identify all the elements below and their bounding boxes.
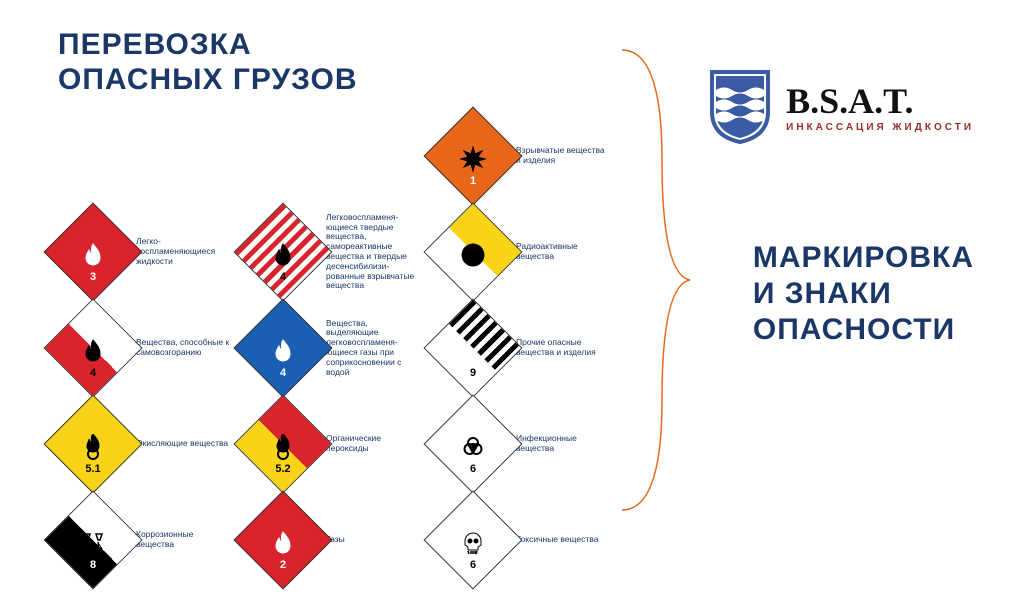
- hazard-class-number: 3: [90, 271, 96, 283]
- hazard-diamond: 9: [424, 299, 523, 398]
- hazard-sign: 2Газы: [248, 494, 428, 586]
- hazard-class-number: 4: [280, 271, 286, 283]
- title-marking: МАРКИРОВКА И ЗНАКИ ОПАСНОСТИ: [753, 240, 974, 348]
- biohazard-icon: [460, 434, 486, 460]
- hazard-sign: 3 Легко-воспламеняющиеся жидкости: [58, 206, 238, 298]
- hazard-label: Вещества, способные к самовозгоранию: [136, 338, 231, 358]
- hazard-class-number: 9: [470, 367, 476, 379]
- hazard-diamond: 6: [424, 491, 523, 590]
- hazard-class-number: 4: [280, 367, 286, 379]
- hazard-label: Токсичные вещества: [516, 535, 598, 545]
- logo: B.S.A.T. ИНКАССАЦИЯ ЖИДКОСТИ: [708, 68, 974, 144]
- logo-sub: ИНКАССАЦИЯ ЖИДКОСТИ: [786, 122, 974, 133]
- hazard-sign: 5.2 Органические пероксиды: [248, 398, 428, 490]
- hazard-label: Взрывчатые вещества и изделия: [516, 146, 611, 166]
- hazard-sign: 9 Прочие опасные вещества и изделия: [438, 302, 618, 394]
- hazard-label: Легко-воспламеняющиеся жидкости: [136, 237, 231, 266]
- hazard-diamond: 3: [44, 203, 143, 302]
- hazard-label: Коррозионные вещества: [136, 530, 231, 550]
- hazard-diamond: [424, 203, 523, 302]
- hazard-sign: 5.1 Окисляющие вещества: [58, 398, 238, 490]
- hazard-diamond: 1: [424, 107, 523, 206]
- hazard-diamond: 8: [44, 491, 143, 590]
- hazard-class-number: 5.2: [275, 463, 290, 475]
- hazard-sign: Радиоактивные вещества: [438, 206, 618, 298]
- title-transport: ПЕРЕВОЗКА ОПАСНЫХ ГРУЗОВ: [58, 28, 358, 97]
- hazard-diamond: 5.1: [44, 395, 143, 494]
- hazard-class-number: 4: [90, 367, 96, 379]
- shield-icon: [708, 68, 772, 144]
- skull-icon: [460, 530, 486, 556]
- flame-o-icon: [270, 434, 296, 460]
- hazard-label: Легковоспламеня-ющиеся твердые вещества,…: [326, 213, 421, 291]
- radio-icon: [460, 242, 486, 268]
- hazard-diamond: 4: [44, 299, 143, 398]
- hazard-class-number: 6: [470, 463, 476, 475]
- burst-icon: [460, 146, 486, 172]
- hazard-diamond: 4: [234, 299, 333, 398]
- flame-o-icon: [80, 434, 106, 460]
- hazard-sign: 6 Токсичные вещества: [438, 494, 618, 586]
- hazard-sign: 1 Взрывчатые вещества и изделия: [438, 110, 618, 202]
- flame-icon: [270, 338, 296, 364]
- hazard-grid: 1 Взрывчатые вещества и изделия 3 Легко-вос…: [58, 110, 618, 586]
- hazard-label: Прочие опасные вещества и изделия: [516, 338, 611, 358]
- brace-icon: [612, 40, 692, 520]
- hazard-sign: 4 Вещества, способные к самовозгоранию: [58, 302, 238, 394]
- hazard-label: Инфекционные вещества: [516, 434, 611, 454]
- flame-icon: [80, 242, 106, 268]
- hazard-label: Радиоактивные вещества: [516, 242, 611, 262]
- hazard-sign: 6 Инфекционные вещества: [438, 398, 618, 490]
- hazard-diamond: 6: [424, 395, 523, 494]
- flame-icon: [270, 530, 296, 556]
- logo-main: B.S.A.T.: [786, 80, 974, 122]
- hazard-diamond: 4: [234, 203, 333, 302]
- hazard-sign: 4 Вещества, выделяющие легковоспламеня-ющ…: [248, 302, 428, 394]
- corr-icon: [80, 530, 106, 556]
- hazard-class-number: 5.1: [85, 463, 100, 475]
- hazard-diamond: 5.2: [234, 395, 333, 494]
- hazard-label: Окисляющие вещества: [136, 439, 228, 449]
- hazard-sign: 4 Легковоспламеня-ющиеся твердые вещества…: [248, 206, 428, 298]
- hazard-class-number: 1: [470, 175, 476, 187]
- hazard-class-number: 2: [280, 559, 286, 571]
- hazard-diamond: 2: [234, 491, 333, 590]
- hazard-label: Органические пероксиды: [326, 434, 421, 454]
- hazard-class-number: 6: [470, 559, 476, 571]
- hazard-label: Вещества, выделяющие легковоспламеня-ющи…: [326, 319, 421, 378]
- hazard-class-number: 8: [90, 559, 96, 571]
- flame-icon: [270, 242, 296, 268]
- flame-icon: [80, 338, 106, 364]
- hazard-sign: 8 Коррозионные вещества: [58, 494, 238, 586]
